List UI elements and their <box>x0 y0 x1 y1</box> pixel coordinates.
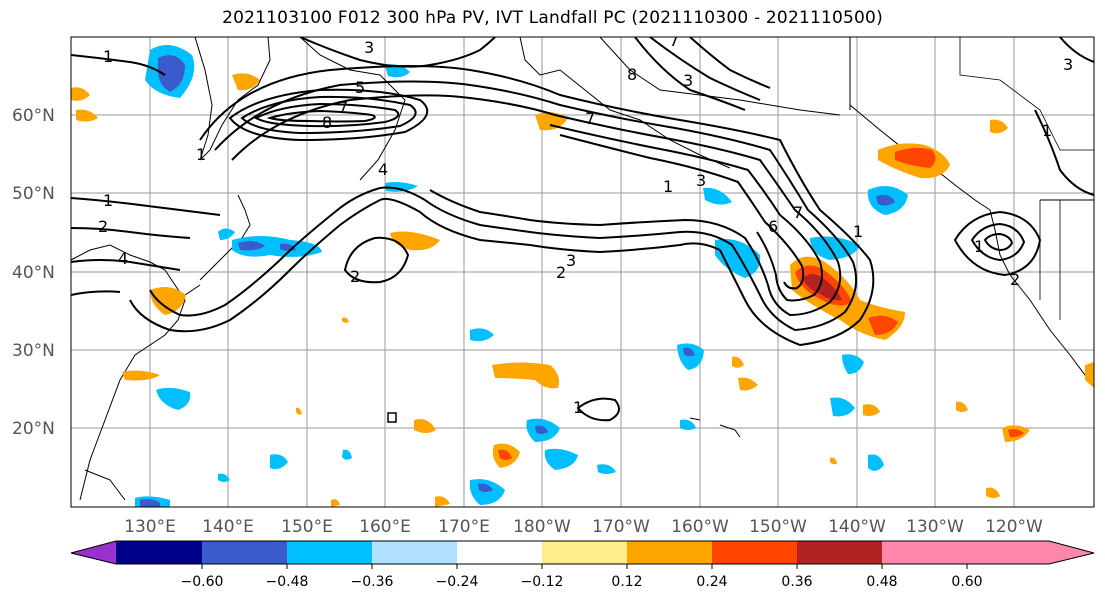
colorbar-bin <box>287 541 372 564</box>
contour-label: 3 <box>566 251 576 270</box>
lon-label: 150°E <box>281 517 333 537</box>
contour-label: 7 <box>585 109 595 128</box>
contour-label: 1 <box>853 222 863 241</box>
colorbar-tick-label: −0.12 <box>521 574 564 590</box>
contour-label: 7 <box>669 31 679 50</box>
map-frame <box>70 36 1095 508</box>
contour-label: 3 <box>1063 55 1073 74</box>
lon-label: 140°W <box>828 517 886 537</box>
colorbar-tick-label: −0.60 <box>181 574 224 590</box>
contour-label: 6 <box>768 217 778 236</box>
colorbar-bin <box>116 541 202 564</box>
contour-label: 8 <box>627 65 637 84</box>
contour-label: 1 <box>573 398 583 417</box>
contour-label: 3 <box>364 38 374 57</box>
colorbar-tick-label: −0.24 <box>436 574 479 590</box>
colorbar-extend-low <box>71 541 116 564</box>
colorbar: −0.60 −0.48 −0.36 −0.24 −0.12 0.12 0.24 … <box>70 540 1095 590</box>
lon-label: 180°W <box>513 517 571 537</box>
colorbar-bin <box>542 541 627 564</box>
contour-label: 4 <box>378 160 388 179</box>
contour-label: 5 <box>355 78 365 97</box>
contour-label: 1 <box>974 237 984 256</box>
contour-label: 2 <box>98 217 108 236</box>
contour-label: 7 <box>338 98 348 117</box>
colorbar-bin <box>797 541 882 564</box>
colorbar-tick-label: 0.24 <box>696 574 727 590</box>
lon-label: 160°E <box>359 517 411 537</box>
lon-label: 130°W <box>906 517 964 537</box>
coastlines <box>71 37 1094 501</box>
lat-label: 50°N <box>12 184 55 204</box>
map-title: 2021103100 F012 300 hPa PV, IVT Landfall… <box>222 8 883 28</box>
colorbar-tick-label: 0.60 <box>951 574 982 590</box>
lon-label: 120°W <box>985 517 1043 537</box>
colorbar-bin <box>202 541 287 564</box>
contour-label: 1 <box>103 191 113 210</box>
colorbar-extend-high <box>967 541 1094 564</box>
colorbar-tick-label: −0.48 <box>266 574 309 590</box>
colorbar-bin <box>372 541 457 564</box>
colorbar-tick-label: 0.48 <box>866 574 897 590</box>
contour-labels: 1 3 5 7 8 4 1 2 4 2 3 2 7 1 3 6 7 1 2 1 … <box>98 31 1073 417</box>
contour-label: 1 <box>103 47 113 66</box>
colorbar-bin <box>627 541 712 564</box>
contour-label: 8 <box>322 113 332 132</box>
lon-label: 170°E <box>438 517 490 537</box>
contour-label: 7 <box>793 203 803 222</box>
contour-label: 1 <box>196 145 206 164</box>
colorbar-tick-label: 0.36 <box>781 574 812 590</box>
lon-label: 170°W <box>592 517 650 537</box>
lon-label: 140°E <box>202 517 254 537</box>
lon-label: 160°W <box>671 517 729 537</box>
lon-label: 150°W <box>749 517 807 537</box>
lat-label: 60°N <box>12 106 55 126</box>
lat-label: 40°N <box>12 263 55 283</box>
contour-label: 3 <box>696 171 706 190</box>
gridlines <box>71 37 1094 507</box>
contour-label: 2 <box>350 267 360 286</box>
pv-shading <box>71 45 1094 507</box>
lon-label: 130°E <box>124 517 176 537</box>
contour-label: 2 <box>556 263 566 282</box>
longitude-labels: 130°E 140°E 150°E 160°E 170°E 180°W 170°… <box>124 517 1043 537</box>
contour-label: 1 <box>663 177 673 196</box>
ivt-contours <box>71 37 1094 422</box>
latitude-labels: 60°N 50°N 40°N 30°N 20°N <box>12 106 55 439</box>
colorbar-bin <box>712 541 797 564</box>
colorbar-bin <box>457 541 542 564</box>
colorbar-tick-label: 0.12 <box>611 574 642 590</box>
lat-label: 20°N <box>12 419 55 439</box>
contour-label: 2 <box>1010 270 1020 289</box>
colorbar-tick-label: −0.36 <box>351 574 394 590</box>
colorbar-bin <box>882 541 967 564</box>
contour-label: 3 <box>683 71 693 90</box>
contour-label: 4 <box>118 249 128 268</box>
contour-label: 1 <box>1042 121 1052 140</box>
lat-label: 30°N <box>12 341 55 361</box>
